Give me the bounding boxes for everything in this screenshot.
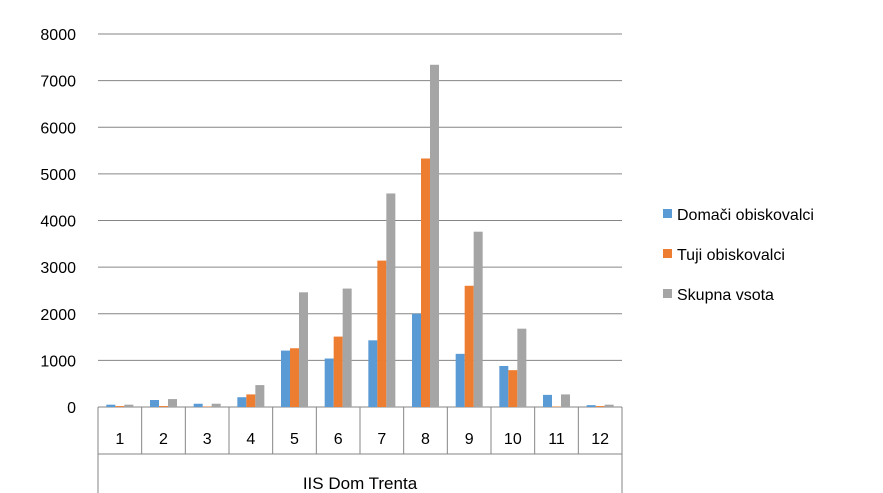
bar — [377, 260, 387, 407]
legend-label: Skupna vsota — [677, 287, 774, 304]
bar — [561, 394, 570, 407]
x-tick-label: 8 — [421, 431, 430, 448]
y-tick-label: 8000 — [40, 27, 76, 44]
bar — [586, 405, 596, 407]
y-tick-label: 6000 — [40, 120, 76, 137]
bar — [421, 158, 430, 407]
bar — [255, 385, 265, 407]
bar — [168, 399, 177, 407]
bar — [159, 406, 168, 407]
x-tick-label: 2 — [159, 431, 168, 448]
x-group-label: IIS Dom Trenta — [303, 474, 418, 493]
x-tick-label: 4 — [246, 431, 255, 448]
bar — [464, 285, 474, 407]
y-tick-label: 2000 — [40, 307, 76, 324]
legend-swatch — [663, 289, 672, 298]
x-tick-label: 7 — [377, 431, 386, 448]
x-tick-label: 12 — [591, 431, 609, 448]
bar — [543, 394, 552, 407]
bar — [499, 365, 509, 407]
bar — [604, 404, 614, 407]
bar — [193, 403, 203, 407]
bar — [342, 288, 352, 407]
bars — [106, 64, 614, 408]
y-tick-label: 3000 — [40, 260, 76, 277]
x-tick-label: 11 — [548, 431, 565, 448]
x-tick-label: 10 — [504, 431, 522, 448]
bar — [455, 353, 465, 407]
bar — [473, 231, 483, 407]
y-tick-label: 4000 — [40, 214, 76, 231]
y-tick-label: 7000 — [40, 74, 76, 91]
x-tick-label: 9 — [465, 431, 474, 448]
bar — [517, 328, 527, 407]
bar — [430, 64, 439, 408]
legend-swatch — [663, 209, 672, 218]
bar — [246, 394, 256, 407]
bar — [281, 350, 290, 407]
x-tick-label: 1 — [115, 431, 124, 448]
bar — [150, 400, 159, 407]
bar — [124, 404, 134, 407]
x-tick-label: 3 — [203, 431, 212, 448]
bar — [324, 358, 334, 407]
bar — [333, 336, 343, 407]
legend-swatch — [663, 249, 672, 258]
bar — [508, 370, 518, 407]
bar — [299, 292, 308, 407]
x-tick-label: 6 — [334, 431, 343, 448]
y-tick-label: 0 — [67, 400, 76, 417]
bar — [595, 406, 605, 407]
bar — [211, 403, 221, 407]
bar — [368, 340, 378, 407]
y-axis-ticks: 0 1000 2000 3000 4000 5000 6000 7000 8000 — [40, 27, 76, 417]
bar — [115, 406, 125, 407]
y-tick-label: 5000 — [40, 167, 76, 184]
bar — [290, 348, 299, 407]
bar — [106, 404, 116, 407]
bar — [412, 313, 421, 407]
y-tick-label: 1000 — [40, 353, 76, 370]
legend: Domači obiskovalci Tuji obiskovalci Skupna… — [663, 207, 814, 304]
legend-label: Tuji obiskovalci — [677, 247, 785, 264]
legend-label: Domači obiskovalci — [677, 207, 814, 224]
x-tick-label: 5 — [290, 431, 299, 448]
bar — [237, 397, 247, 407]
bar — [386, 193, 396, 407]
